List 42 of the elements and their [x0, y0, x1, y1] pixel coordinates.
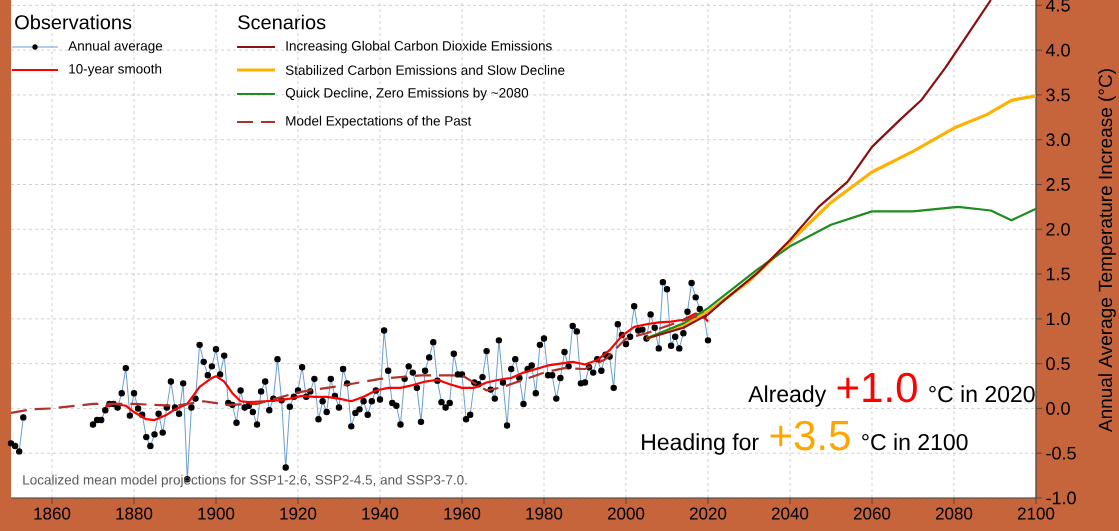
x-tick-label: 2020	[689, 507, 727, 520]
y-tick-label: 4.5	[1045, 0, 1070, 12]
x-tick-label: 2040	[771, 507, 809, 520]
annotation: °C in 2020	[929, 385, 1035, 403]
y-axis-title: Annual Average Temperature Increase (°C)	[1098, 69, 1116, 433]
x-tick-label: 2100	[1017, 507, 1055, 520]
x-tick-label: 1940	[362, 507, 399, 520]
y-tick-label: 3.5	[1046, 88, 1070, 102]
y-tick-label: -0.5	[1046, 446, 1076, 460]
x-tick-label: 2080	[935, 507, 973, 520]
legend-label: 10-year smooth	[69, 63, 162, 77]
y-tick-label: 2.0	[1046, 222, 1070, 236]
y-tick-label: 3.0	[1046, 133, 1070, 147]
y-tick-label: 0.0	[1046, 402, 1070, 415]
annotation: Already	[748, 385, 827, 407]
annotation: Observations	[15, 14, 132, 30]
annotation: +3.5	[770, 420, 850, 451]
legend-label: Increasing Global Carbon Dioxide Emissions	[286, 40, 552, 54]
y-tick-label: 2.5	[1046, 178, 1070, 191]
annotation: °C in 2100	[862, 433, 968, 451]
legend-label: Stabilized Carbon Emissions and Slow Decline	[285, 65, 565, 75]
y-tick-label: 1.5	[1046, 267, 1070, 281]
annotation: Heading for	[642, 433, 759, 455]
x-tick-label: 1920	[280, 507, 317, 520]
y-tick-label: 1.0	[1046, 312, 1070, 326]
line-series	[645, 0, 992, 340]
x-tick-label: 2060	[853, 507, 891, 520]
x-tick-label: 1860	[34, 507, 71, 520]
y-tick-label: 0.5	[1046, 357, 1070, 371]
x-tick-label: 2000	[607, 507, 645, 520]
annotation: Localized mean model projections for SSP1-2.6, SSP2-4.5, and SSP3-7.0.	[23, 474, 467, 488]
legend-label: Annual average	[68, 40, 163, 54]
x-tick-label: 1880	[116, 507, 153, 520]
y-tick-label: -1.0	[1046, 491, 1076, 505]
x-tick-label: 1980	[526, 507, 563, 520]
x-tick-label: 1900	[198, 507, 235, 520]
annotation: Scenarios	[238, 14, 326, 30]
x-tick-label: 1960	[444, 507, 481, 520]
annotation: +1.0	[837, 372, 917, 403]
legend-label: Model Expectations of the Past	[286, 115, 472, 129]
y-tick-label: 4.0	[1045, 43, 1070, 57]
legend-label: Quick Decline, Zero Emissions by ~2080	[285, 87, 529, 101]
